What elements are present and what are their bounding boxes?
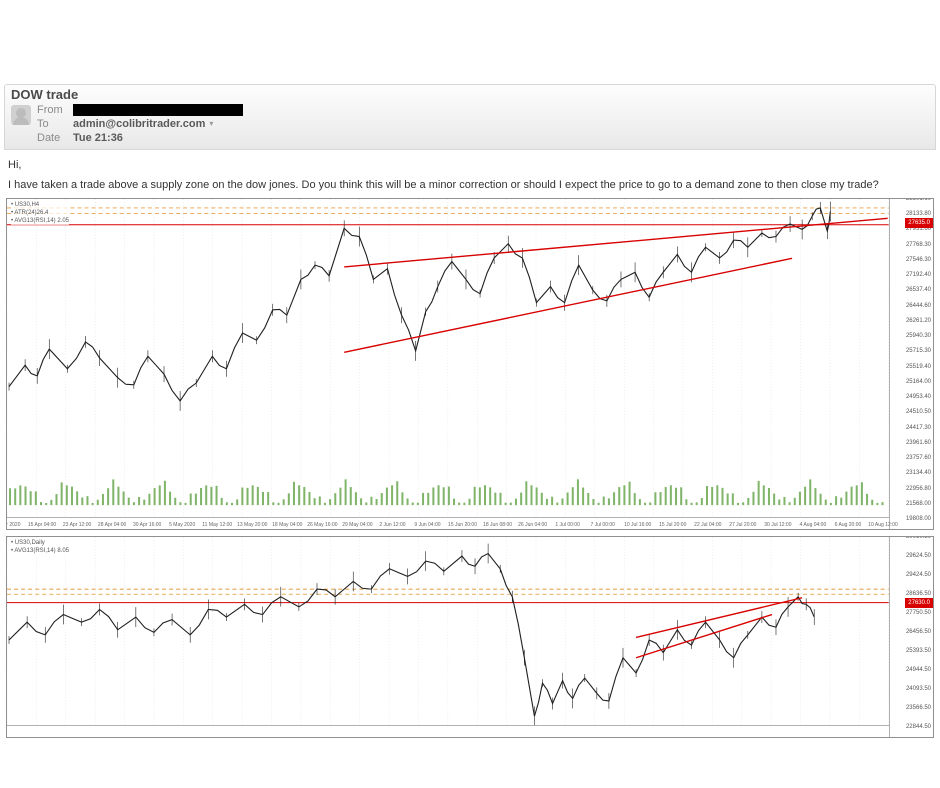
body-text: I have taken a trade above a supply zone… [8,178,932,192]
avatar-icon [11,105,31,125]
date-row: Date Tue 21:36 [37,131,929,145]
date-value: Tue 21:36 [73,131,123,145]
from-redacted [73,104,243,116]
email-header: DOW trade From To admin@colibritrader.co… [4,84,936,150]
recipient-extra-icon: ▾ [209,117,213,131]
chart2-svg [7,537,933,737]
to-value: admin@colibritrader.com [73,117,205,131]
chart1-title: • US30,H4• ATR(24)26.4• AVG13(RSI,14) 2.… [11,201,69,225]
date-label: Date [37,131,69,145]
greeting: Hi, [8,158,932,172]
page-canvas: DOW trade From To admin@colibritrader.co… [0,0,940,788]
chart-lower[interactable]: • US30,Daily• AVG13(RSI,14) 8.05 30010.5… [6,536,934,738]
chart2-yaxis: 30010.5029624.5029424.5028636.5027750.50… [889,537,933,737]
chart1-xaxis: 10 Apr 202015 Apr 04:0023 Apr 12:0028 Ap… [7,517,889,529]
chart-upper[interactable]: • US30,H4• ATR(24)26.4• AVG13(RSI,14) 2.… [6,198,934,530]
to-row: To admin@colibritrader.com ▾ [37,117,929,131]
from-label: From [37,103,69,117]
email-body: Hi, I have taken a trade above a supply … [4,150,936,196]
chart2-title: • US30,Daily• AVG13(RSI,14) 8.05 [11,539,69,555]
email-subject: DOW trade [11,87,929,102]
chart1-yaxis: 28301.6028133.8027951.6027768.3027546.30… [889,199,933,529]
from-row: From [37,103,929,117]
chart2-xaxis [7,725,889,737]
to-label: To [37,117,69,131]
chart1-svg [7,199,933,529]
